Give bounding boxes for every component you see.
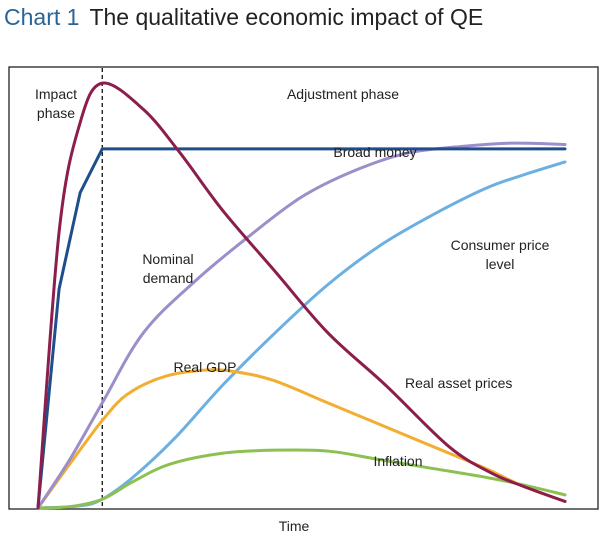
series-label-consumer-price-level-line: Consumer price [451, 237, 550, 253]
series-line-real-asset-prices [36, 81, 567, 510]
chart-title: The qualitative economic impact of QE [89, 4, 484, 30]
impact-phase-label-line: phase [37, 105, 75, 121]
series-label-broad-money-line: Broad money [333, 144, 416, 160]
series-line-nominal-demand [36, 141, 567, 510]
series-label-broad-money: Broad money [333, 144, 416, 160]
series-label-nominal-demand-line: Nominal [142, 251, 193, 267]
x-axis-label: Time [279, 518, 310, 534]
chart-number: Chart 1 [4, 4, 80, 30]
series-label-nominal-demand: Nominal demand [142, 251, 193, 286]
series-label-real-gdp-line: Real GDP [173, 359, 236, 375]
series-label-inflation: Inflation [373, 453, 422, 469]
series-label-inflation-line: Inflation [373, 453, 422, 469]
series-line-broad-money [36, 147, 567, 510]
series-layer [36, 81, 567, 510]
series-label-nominal-demand-line: demand [143, 270, 194, 286]
series-line-consumer-price-level [36, 160, 567, 510]
series-label-real-asset-prices-line: Real asset prices [405, 375, 512, 391]
chart-heading: Chart 1 The qualitative economic impact … [4, 4, 483, 44]
series-line-inflation [36, 448, 567, 510]
impact-phase-label-line: Impact [35, 86, 77, 102]
adjustment-phase-label: Adjustment phase [287, 86, 399, 102]
series-label-consumer-price-level: Consumer price level [451, 237, 550, 272]
plot-frame [8, 66, 599, 510]
label-layer: Broad money Real asset prices Nominal deman… [35, 86, 550, 469]
impact-phase-label: Impact phase [35, 86, 77, 121]
series-label-consumer-price-level-line: level [486, 256, 515, 272]
series-label-real-asset-prices: Real asset prices [405, 375, 512, 391]
series-label-real-gdp: Real GDP [173, 359, 236, 375]
